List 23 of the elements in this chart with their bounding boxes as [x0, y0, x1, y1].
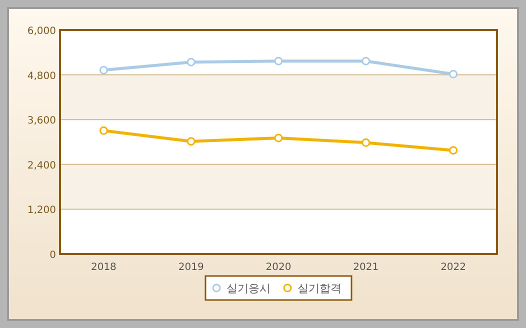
x-tick-label: 2021 [353, 262, 379, 273]
point [274, 56, 283, 66]
point [362, 56, 370, 66]
point [274, 134, 283, 142]
x-tick-label: 2022 [440, 262, 466, 273]
point [186, 137, 196, 146]
x-tick-label: 2020 [266, 262, 292, 273]
point [99, 66, 108, 74]
y-tick-label: 3,600 [27, 116, 56, 127]
y-tick-label: 4,800 [27, 70, 56, 82]
legend-label: 실기합격 [298, 282, 342, 295]
y-tick-label: 6,000 [27, 26, 56, 37]
legend-label: 실기응시 [226, 282, 270, 295]
x-tick-label: 2018 [90, 262, 116, 273]
x-tick-label: 2019 [178, 262, 204, 273]
y-tick-label: 2,400 [27, 160, 56, 172]
point [449, 146, 458, 155]
y-tick-label: 1,200 [27, 205, 56, 216]
point [186, 58, 196, 66]
y-tick-label: 0 [50, 250, 56, 261]
point [362, 138, 370, 147]
point [449, 70, 458, 78]
point [99, 126, 108, 135]
